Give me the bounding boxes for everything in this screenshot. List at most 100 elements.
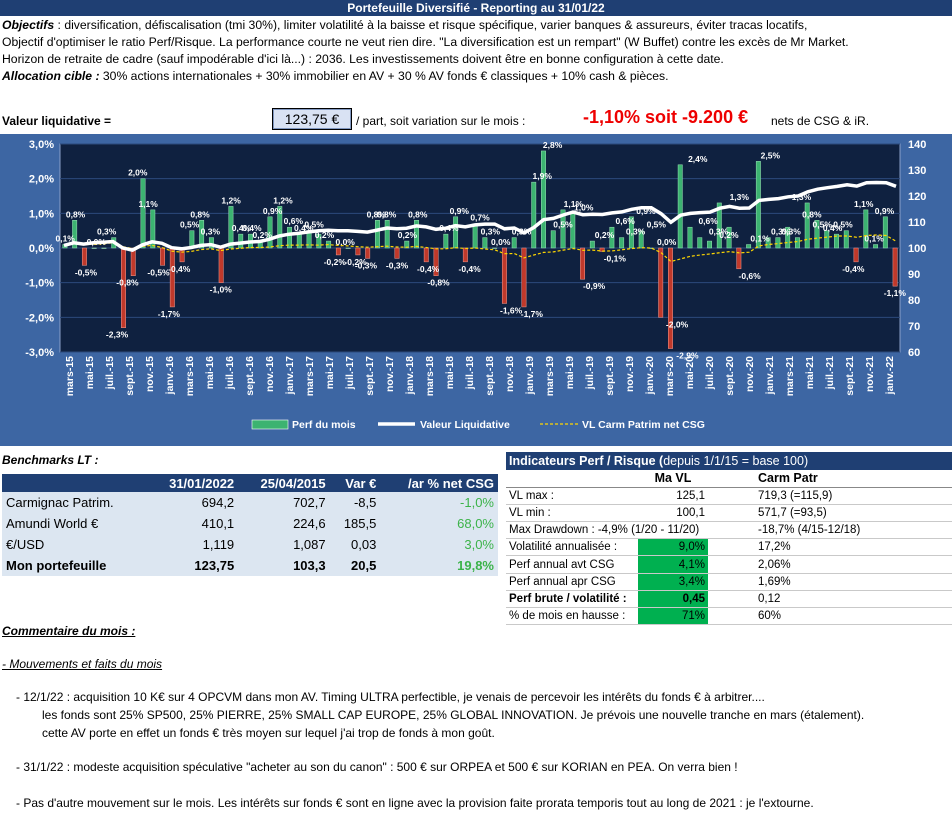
bar-data-label: 1,2% bbox=[221, 195, 241, 205]
carm-patrim-line bbox=[63, 234, 897, 263]
table-row: Max Drawdown : -4,9% (1/20 - 11/20) -18,… bbox=[506, 521, 952, 540]
perf-bar bbox=[404, 240, 410, 249]
bar-data-label: 1,1% bbox=[564, 199, 584, 209]
bar-data-label: 0,3% bbox=[201, 227, 221, 237]
bench-cell: 185,5 bbox=[329, 513, 381, 534]
perf-bar bbox=[199, 220, 205, 249]
right-tick-label: 110 bbox=[908, 217, 926, 229]
left-tick-label: -1,0% bbox=[25, 278, 54, 290]
x-tick-label: sept.-20 bbox=[724, 356, 736, 396]
vl-variation: -1,10% soit -9.200 € bbox=[583, 107, 749, 127]
perf-bar bbox=[628, 216, 634, 249]
perf-bar bbox=[277, 206, 283, 249]
perf-bar bbox=[765, 237, 771, 249]
legend-vl-label: Valeur Liquidative bbox=[420, 419, 510, 431]
comment-line: cette AV porte en effet un fonds € très … bbox=[42, 726, 495, 740]
bench-cell: 224,6 bbox=[238, 513, 330, 534]
table-row: Volatilité annualisée : 9,0% 17,2% bbox=[506, 538, 952, 557]
x-tick-label: juil.-20 bbox=[704, 356, 716, 390]
left-tick-label: 2,0% bbox=[29, 174, 54, 186]
bar-data-label: -0,2% bbox=[324, 257, 347, 267]
bar-data-label: 0,4% bbox=[823, 223, 843, 233]
perf-bar bbox=[668, 247, 673, 349]
table-row: Perf annual apr CSG 3,4% 1,69% bbox=[506, 573, 952, 591]
bar-data-label: 0,6% bbox=[615, 216, 635, 226]
ind-cell: 1,69% bbox=[708, 573, 952, 591]
left-tick-label: -3,0% bbox=[25, 347, 54, 359]
perf-bar bbox=[726, 226, 732, 249]
bar-data-label: -0,3% bbox=[355, 260, 378, 270]
perf-bar bbox=[521, 247, 527, 308]
perf-bar bbox=[746, 244, 752, 249]
x-tick-label: juil.-19 bbox=[584, 356, 596, 390]
vl-line bbox=[63, 180, 897, 252]
x-tick-label: janv.-16 bbox=[164, 356, 176, 395]
intro-block: Objectifs : diversification, défiscalisa… bbox=[2, 17, 950, 85]
bench-header-0 bbox=[2, 474, 147, 492]
ind-cell: VL max : bbox=[506, 487, 638, 505]
x-tick-label: juil.-16 bbox=[224, 356, 236, 390]
perf-bar bbox=[609, 226, 615, 249]
bar-data-label: -0,8% bbox=[427, 278, 450, 288]
x-tick-label: juil.-21 bbox=[824, 356, 836, 390]
bar-data-label: 0,3% bbox=[781, 227, 801, 237]
x-tick-label: mars-19 bbox=[544, 356, 556, 396]
x-tick-label: janv.-19 bbox=[524, 356, 536, 395]
perf-bar bbox=[697, 237, 703, 249]
bar-data-label: -0,8% bbox=[116, 278, 139, 288]
bar-data-label: 0,5% bbox=[553, 220, 573, 230]
perf-bar bbox=[619, 237, 625, 249]
bar-data-label: -1,1% bbox=[884, 288, 907, 298]
comment-paragraph-2: - 31/1/22 : modeste acquisition spéculat… bbox=[16, 760, 738, 774]
bench-cell: 702,7 bbox=[238, 492, 330, 513]
bar-data-label: 0,5% bbox=[180, 220, 200, 230]
perf-bar bbox=[130, 247, 136, 276]
bench-header-3: Var € bbox=[329, 474, 381, 492]
x-tick-label: nov.-21 bbox=[864, 356, 876, 392]
perf-bar bbox=[707, 240, 712, 249]
x-tick-label: mai-19 bbox=[564, 356, 576, 389]
x-tick-label: sept.-16 bbox=[244, 356, 256, 396]
bar-data-label: 0,8% bbox=[408, 209, 428, 219]
x-tick-label: nov.-17 bbox=[384, 356, 396, 392]
perf-bar bbox=[824, 230, 830, 249]
x-tick-label: mars-15 bbox=[64, 356, 76, 396]
perf-bar bbox=[355, 247, 361, 256]
right-tick-label: 90 bbox=[908, 269, 920, 281]
report-title: Portefeuille Diversifié - Reporting au 3… bbox=[0, 0, 952, 16]
allocation-label: Allocation cible : bbox=[2, 69, 100, 83]
perf-bar bbox=[873, 244, 879, 249]
bar-data-label: 1,0% bbox=[574, 202, 594, 212]
right-tick-label: 140 bbox=[908, 139, 926, 151]
bar-data-label: 0,4% bbox=[232, 223, 252, 233]
ind-cell: 0,12 bbox=[708, 590, 952, 609]
perf-bar bbox=[218, 247, 224, 283]
objectifs-label: Objectifs bbox=[2, 18, 55, 32]
bar-data-label: -0,2% bbox=[344, 257, 367, 267]
bench-cell: 0,03 bbox=[329, 534, 381, 555]
perf-bar bbox=[531, 181, 537, 249]
bar-data-label: 2,8% bbox=[543, 140, 563, 150]
perf-bar bbox=[365, 247, 371, 259]
bar-data-label: -0,1% bbox=[604, 253, 627, 263]
bar-data-label: 0,8% bbox=[367, 209, 387, 219]
perf-bar bbox=[121, 247, 126, 328]
x-tick-label: mars-17 bbox=[304, 356, 316, 396]
bar-data-label: -0,5% bbox=[147, 267, 170, 277]
bar-data-label: 0,3% bbox=[97, 227, 117, 237]
bench-header-4: /ar % net CSG bbox=[380, 474, 498, 492]
perf-bar bbox=[882, 216, 888, 249]
right-tick-label: 100 bbox=[908, 243, 926, 255]
x-tick-label: sept.-18 bbox=[484, 356, 496, 396]
ind-cell bbox=[506, 470, 638, 488]
bench-cell: -8,5 bbox=[329, 492, 381, 513]
vl-value-box: 123,75 € bbox=[272, 108, 352, 130]
ind-cell: 0,45 bbox=[638, 590, 708, 609]
bar-data-label: 0,6% bbox=[698, 216, 718, 226]
bar-data-label: 0,0% bbox=[491, 237, 511, 247]
perf-bar bbox=[472, 223, 478, 249]
ind-cell: % de mois en hausse : bbox=[506, 607, 638, 626]
bench-cell: 123,75 bbox=[146, 555, 239, 576]
x-tick-label: janv.-20 bbox=[644, 356, 656, 395]
bench-cell: 19,8% bbox=[380, 555, 498, 576]
